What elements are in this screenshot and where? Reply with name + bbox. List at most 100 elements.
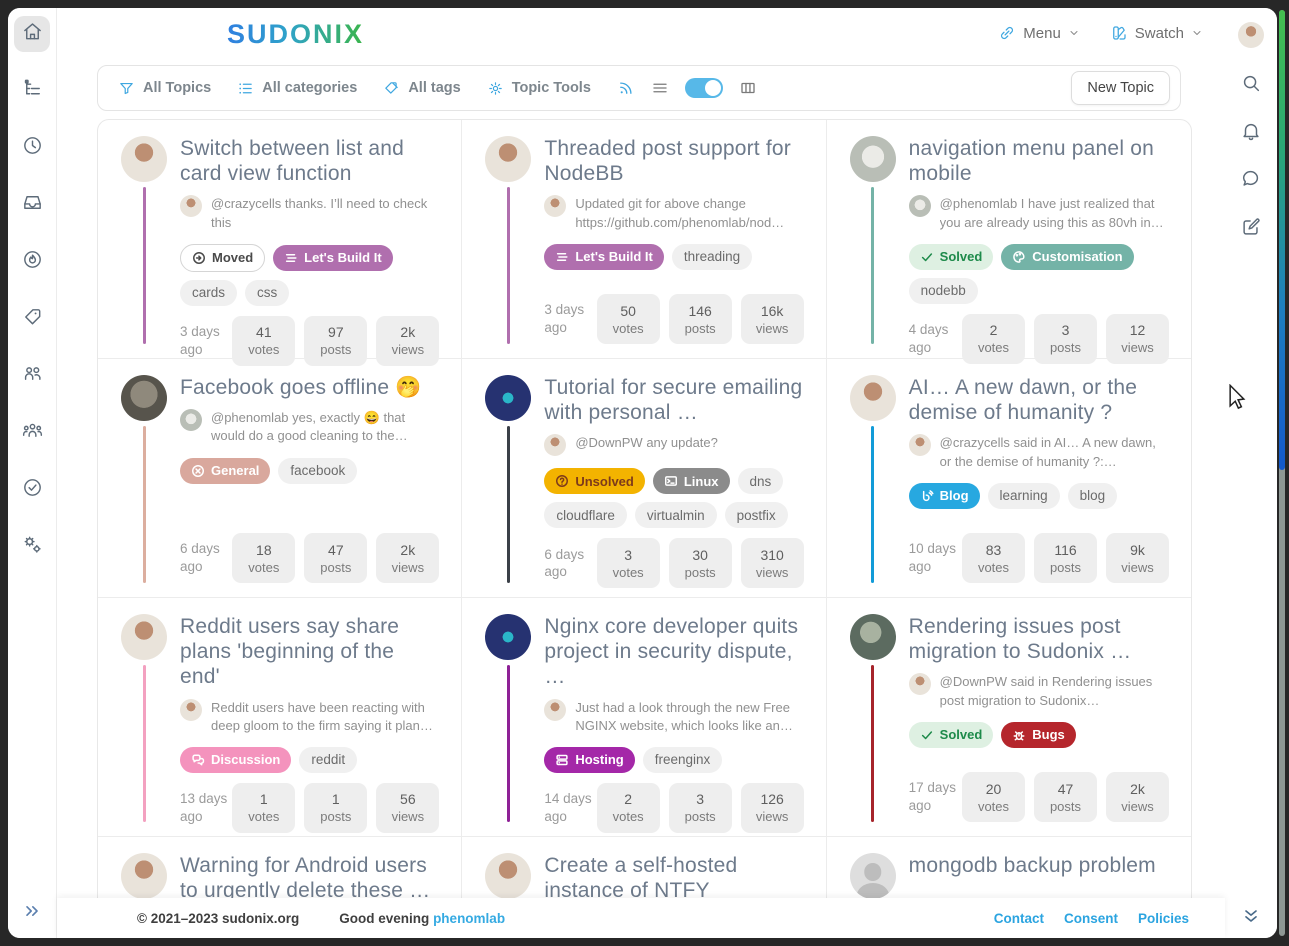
sidebar-expand-button[interactable] [8,901,56,926]
topic-tag[interactable]: dns [737,468,784,495]
rss-button[interactable] [617,79,635,97]
topic-tag[interactable]: learning [987,482,1060,509]
teaser-author-avatar[interactable] [544,195,567,218]
category-badge[interactable]: Let's Build It [273,244,393,271]
topic-teaser[interactable]: @DownPW said in Rendering issues post mi… [908,673,1169,709]
sidebar-item-solved[interactable] [14,472,50,508]
list-view-button[interactable] [651,79,669,97]
topic-card[interactable]: Switch between list and card view functi… [98,120,463,366]
scroll-to-bottom-button[interactable] [1225,906,1277,926]
topic-author-avatar[interactable] [121,136,167,182]
topic-teaser[interactable]: @crazycells said in AI… A new dawn, or t… [908,434,1169,470]
topic-teaser[interactable]: @phenomlab yes, exactly 😄 that would do … [180,409,439,445]
topic-author-avatar[interactable] [849,614,896,660]
page-scrollbar[interactable] [1279,10,1285,936]
footer-link-policies[interactable]: Policies [1137,910,1189,926]
topic-title[interactable]: Threaded post support for NodeBB [544,137,791,186]
sidebar-item-categories[interactable] [14,73,50,109]
topic-tag[interactable]: cards [180,279,238,306]
category-badge[interactable]: Solved [908,243,994,270]
greeting-username[interactable]: phenomlab [433,910,506,926]
scrollbar-thumb[interactable] [1279,10,1285,470]
category-badge[interactable]: Hosting [544,746,635,773]
topic-tag[interactable]: virtualmin [634,502,717,529]
sidebar-item-popular[interactable] [14,244,50,280]
card-view-toggle[interactable] [684,78,723,98]
topic-card[interactable]: AI… A new dawn, or the demise of humanit… [826,359,1191,598]
topic-title[interactable]: Create a self-hosted instance of NTFY [544,854,738,903]
user-avatar[interactable] [1238,22,1264,48]
topic-card[interactable]: Create a self-hosted instance of NTFY [462,837,827,937]
teaser-author-avatar[interactable] [908,195,931,218]
footer-link-contact[interactable]: Contact [993,910,1044,926]
topic-title[interactable]: navigation menu panel on mobile [908,137,1154,186]
teaser-author-avatar[interactable] [908,434,931,457]
topic-teaser[interactable]: @phenomlab I have just realized that you… [908,195,1169,231]
menu-dropdown[interactable]: Menu [998,24,1080,42]
topic-teaser[interactable]: Just had a look through the new Free NGI… [544,698,803,735]
teaser-author-avatar[interactable] [180,409,202,432]
sidebar-item-tags[interactable] [14,301,50,337]
category-badge[interactable]: Blog [908,482,980,509]
footer-link-consent[interactable]: Consent [1063,910,1118,926]
topic-card[interactable]: Nginx core developer quits project in se… [462,598,827,837]
topic-tag[interactable]: threading [671,243,753,270]
teaser-author-avatar[interactable] [908,673,931,696]
sidebar-item-home[interactable] [14,16,50,52]
topic-author-avatar[interactable] [121,614,167,660]
sidebar-item-unread[interactable] [14,187,50,223]
topic-title[interactable]: Nginx core developer quits project in se… [544,615,799,689]
filter-all-tags[interactable]: All tags [383,80,461,97]
category-badge[interactable]: Linux [652,468,730,495]
teaser-author-avatar[interactable] [180,195,202,218]
topic-tag[interactable]: nodebb [908,277,978,304]
topic-author-avatar[interactable] [485,136,532,182]
topic-title[interactable]: Warning for Android users to urgently de… [180,854,431,903]
category-badge[interactable]: Moved [180,243,266,272]
category-badge[interactable]: Let's Build It [544,243,664,270]
topic-author-avatar[interactable] [121,853,167,899]
search-button[interactable] [1238,70,1264,96]
category-badge[interactable]: Solved [908,721,994,748]
topic-author-avatar[interactable] [849,375,896,421]
topic-tag[interactable]: blog [1067,482,1118,509]
topic-teaser[interactable]: Updated git for above change https://git… [544,195,803,231]
topic-teaser[interactable]: @crazycells thanks. I’ll need to check t… [180,195,439,231]
teaser-author-avatar[interactable] [544,434,567,457]
topic-title[interactable]: Tutorial for secure emailing with person… [544,376,803,425]
topic-card[interactable]: Rendering issues post migration to Sudon… [826,598,1191,837]
category-badge[interactable]: Bugs [1001,721,1076,748]
topic-card[interactable]: Threaded post support for NodeBB Updated… [462,120,827,359]
new-topic-button[interactable]: New Topic [1071,71,1170,105]
topic-tag[interactable]: cloudflare [544,502,627,529]
topic-tag[interactable]: postfix [724,502,788,529]
topic-author-avatar[interactable] [485,375,532,421]
chat-button[interactable] [1238,166,1264,192]
topic-card[interactable]: Reddit users say share plans 'beginning … [98,598,463,837]
category-badge[interactable]: General [180,457,271,484]
teaser-author-avatar[interactable] [544,698,567,721]
topic-author-avatar[interactable] [121,375,167,421]
topic-card[interactable]: Facebook goes offline 🤭 @phenomlab yes, … [98,359,463,598]
column-view-button[interactable] [739,79,757,97]
notifications-button[interactable] [1238,118,1264,144]
filter-all-topics[interactable]: All Topics [118,80,211,97]
sidebar-item-recent[interactable] [14,130,50,166]
topic-tag[interactable]: reddit [299,746,358,773]
topic-title[interactable]: Reddit users say share plans 'beginning … [180,615,400,689]
swatch-dropdown[interactable]: Swatch [1110,24,1203,42]
topic-author-avatar[interactable] [849,136,896,182]
category-badge[interactable]: Unsolved [544,468,645,495]
filter-topic-tools[interactable]: Topic Tools [487,80,591,97]
compose-button[interactable] [1238,214,1264,240]
topic-tag[interactable]: facebook [278,457,358,484]
topic-title[interactable]: Rendering issues post migration to Sudon… [908,615,1132,664]
topic-teaser[interactable]: Reddit users have been reacting with dee… [180,698,439,735]
topic-card[interactable]: navigation menu panel on mobile @phenoml… [826,120,1191,364]
topic-author-avatar[interactable] [485,853,532,899]
topic-teaser[interactable]: @DownPW any update? [544,434,803,457]
category-badge[interactable]: Discussion [180,746,292,773]
sidebar-item-users[interactable] [14,358,50,394]
filter-all-categories[interactable]: All categories [237,80,357,97]
teaser-author-avatar[interactable] [180,698,202,721]
